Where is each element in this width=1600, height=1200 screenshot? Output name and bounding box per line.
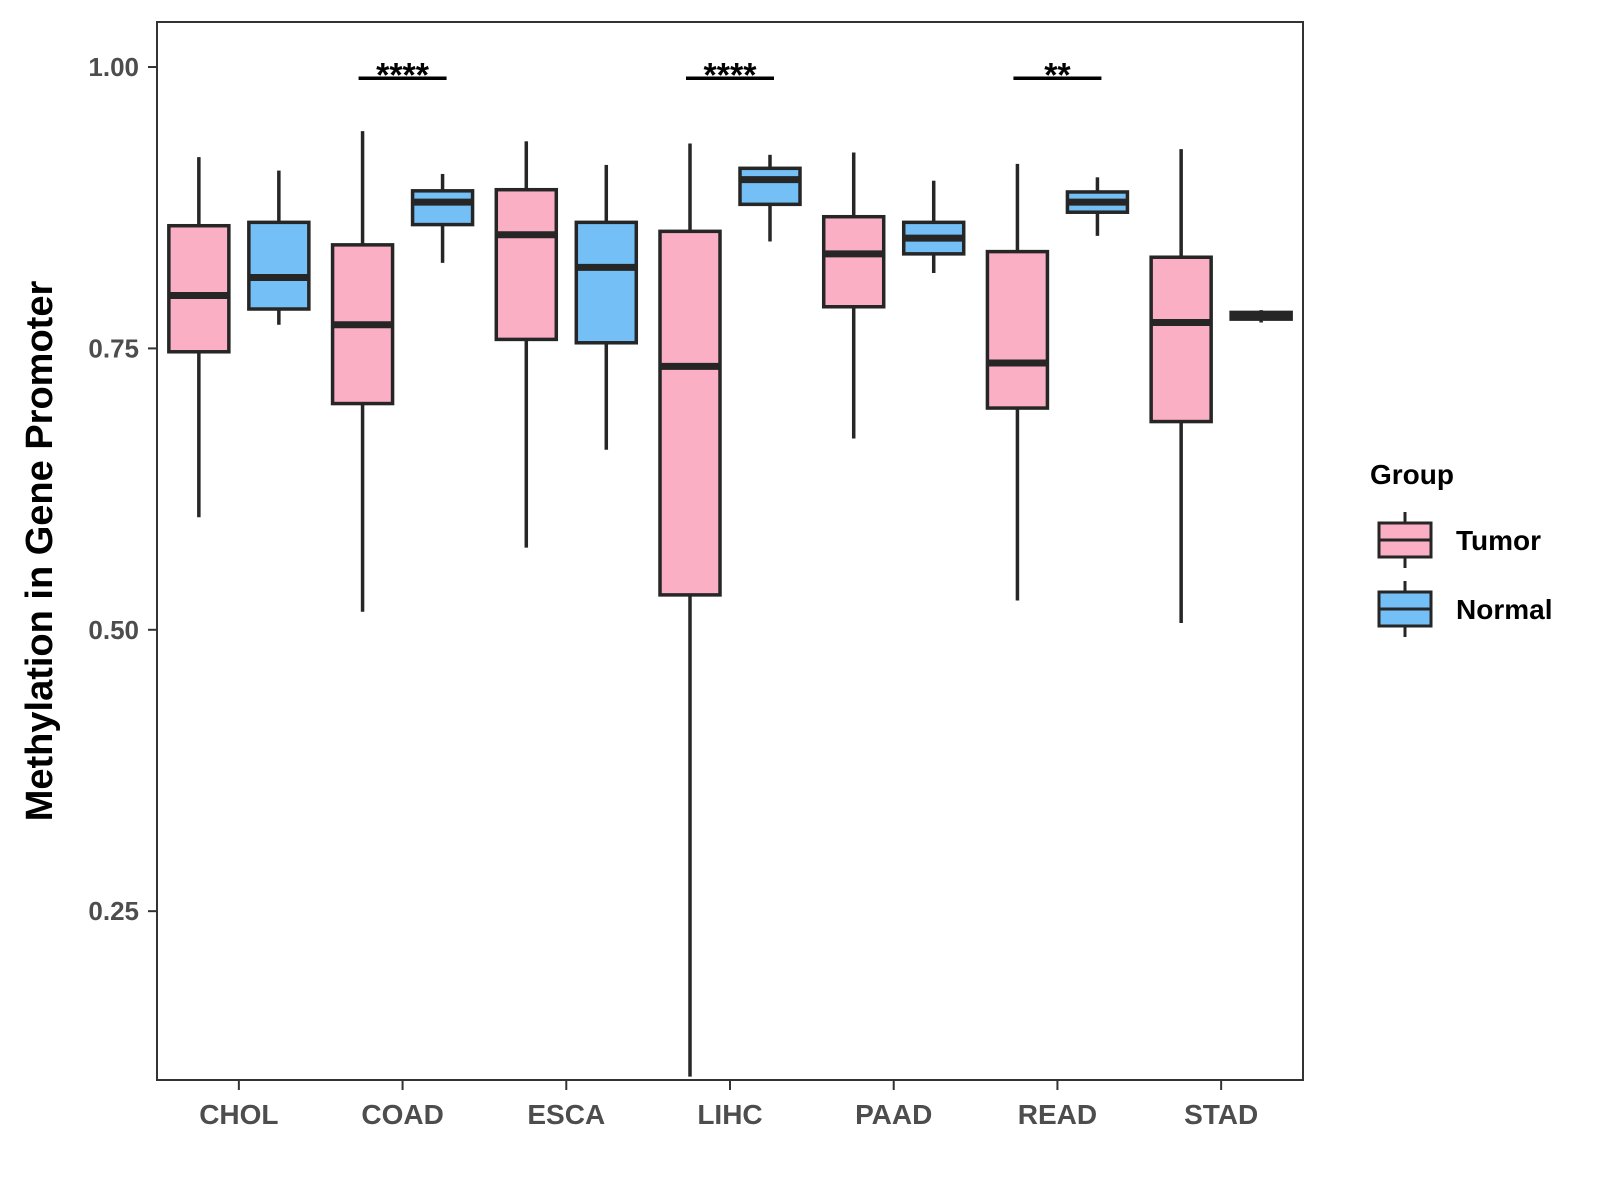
- box-normal-coad: [410, 173, 475, 263]
- box-tumor-lihc: [658, 143, 722, 1077]
- plot-panel: [156, 21, 1304, 1081]
- box-iqr: [658, 229, 722, 597]
- box-iqr: [494, 187, 559, 342]
- box-tumor-stad: [1149, 149, 1213, 624]
- x-tick-label: CHOL: [199, 1099, 278, 1130]
- y-tick-label: 1.00: [88, 52, 139, 82]
- y-axis-title: Methylation in Gene Promoter: [19, 281, 61, 822]
- box-tumor-coad: [330, 131, 395, 612]
- legend: Group Tumor Normal: [1370, 459, 1552, 637]
- box-iqr: [985, 249, 1050, 410]
- legend-title: Group: [1370, 459, 1454, 490]
- box-iqr: [1149, 255, 1213, 424]
- y-tick-label: 0.75: [88, 333, 139, 363]
- box-iqr: [167, 223, 231, 354]
- box-normal-chol: [247, 170, 311, 325]
- box-normal-stad: [1229, 310, 1293, 323]
- significance-annotations: **** **** **: [358, 56, 1102, 94]
- box-tumor-esca: [494, 141, 559, 548]
- x-tick-label: PAAD: [855, 1099, 932, 1130]
- significance-label: ****: [704, 56, 758, 94]
- box-iqr: [738, 166, 802, 207]
- y-tick-label: 0.50: [88, 615, 139, 645]
- box-normal-esca: [574, 164, 639, 450]
- box-iqr: [574, 220, 639, 345]
- x-tick-label: LIHC: [697, 1099, 762, 1130]
- x-tick-label: ESCA: [527, 1099, 605, 1130]
- significance-label: **: [1044, 56, 1071, 94]
- box-tumor-paad: [821, 152, 886, 439]
- box-tumor-read: [985, 163, 1050, 601]
- box-tumor-chol: [167, 157, 231, 518]
- x-tick-label: COAD: [361, 1099, 443, 1130]
- x-tick-label: READ: [1018, 1099, 1097, 1130]
- y-axis: 0.25 0.50 0.75 1.00: [88, 52, 157, 926]
- box-normal-read: [1065, 177, 1130, 236]
- x-axis: CHOL COAD ESCA LIHC PAAD READ STAD: [199, 1080, 1258, 1130]
- box-iqr: [821, 214, 886, 309]
- box-iqr: [410, 189, 475, 227]
- legend-key-normal: [1377, 581, 1433, 637]
- significance-label: ****: [376, 56, 430, 94]
- legend-label: Normal: [1456, 594, 1552, 625]
- legend-key-tumor: [1377, 512, 1433, 568]
- legend-label: Tumor: [1456, 525, 1541, 556]
- y-tick-label: 0.25: [88, 896, 139, 926]
- boxes-layer: [167, 131, 1293, 1077]
- x-tick-label: STAD: [1184, 1099, 1258, 1130]
- box-iqr: [247, 220, 311, 311]
- box-normal-lihc: [738, 154, 802, 242]
- box-normal-paad: [901, 180, 966, 273]
